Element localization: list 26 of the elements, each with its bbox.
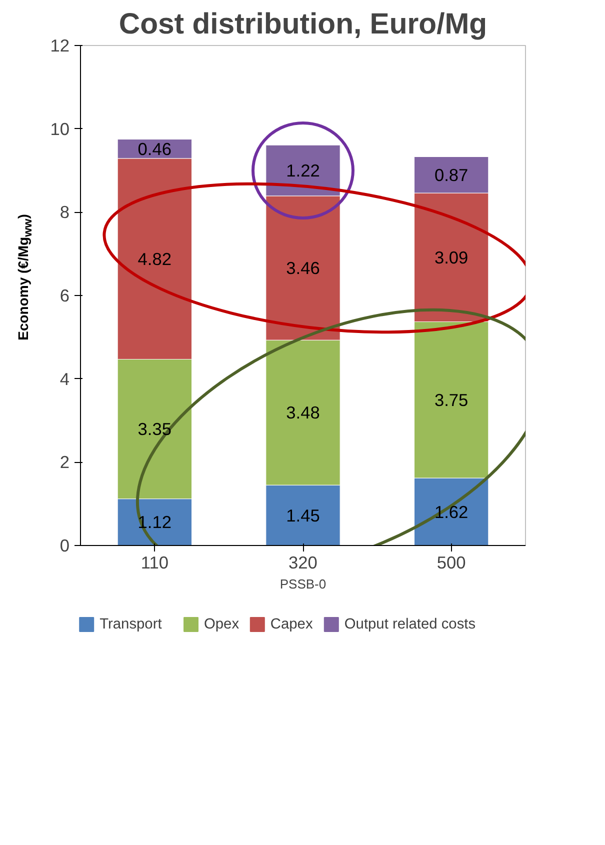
y-tick-label: 10 bbox=[50, 118, 70, 139]
data-label: 4.82 bbox=[138, 248, 172, 269]
data-label: 3.09 bbox=[434, 247, 468, 268]
y-tick-label: 8 bbox=[60, 202, 70, 222]
data-label: 3.48 bbox=[286, 402, 320, 423]
x-tick-label: 110 bbox=[140, 552, 168, 572]
data-label: 1.45 bbox=[286, 505, 320, 526]
legend-label: Opex bbox=[204, 616, 240, 632]
x-tick-label: 500 bbox=[436, 552, 466, 572]
chart-title: Cost distribution, Euro/Mg bbox=[118, 8, 488, 40]
legend-label: Output related costs bbox=[344, 616, 476, 632]
data-label: 3.35 bbox=[138, 419, 172, 440]
legend-label: Capex bbox=[270, 616, 314, 632]
y-tick-label: 6 bbox=[60, 286, 70, 306]
data-label: 0.46 bbox=[138, 138, 172, 159]
y-tick-label: 4 bbox=[60, 368, 70, 389]
data-label: 3.75 bbox=[434, 390, 468, 410]
x-tick-label: 320 bbox=[288, 552, 318, 572]
y-tick-label: 12 bbox=[50, 36, 70, 56]
data-label: 0.87 bbox=[434, 164, 468, 185]
y-tick-label: 2 bbox=[60, 452, 70, 472]
data-label: 3.46 bbox=[286, 258, 320, 278]
legend-label: Transport bbox=[100, 616, 162, 632]
x-axis-title: PSSB-0 bbox=[280, 576, 326, 592]
y-tick-label: 0 bbox=[60, 536, 70, 556]
data-label: 1.22 bbox=[286, 160, 320, 180]
